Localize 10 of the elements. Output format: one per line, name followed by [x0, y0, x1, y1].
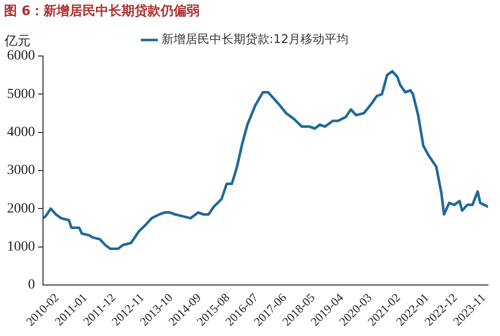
y-tick-label: 1000	[7, 240, 35, 255]
y-tick-label: 4000	[7, 125, 35, 140]
legend-label: 新增居民中长期贷款:12月移动平均	[161, 32, 349, 46]
chart-title: 图 6：新增居民中长期贷款仍偏弱	[3, 2, 201, 21]
y-tick-label: 5000	[7, 86, 35, 102]
y-tick-label: 3000	[7, 163, 35, 178]
y-tick-label: 2000	[7, 201, 35, 216]
y-axis-title: 亿元	[4, 34, 30, 49]
y-tick-label: 0	[28, 278, 35, 293]
y-tick-label: 6000	[7, 48, 35, 64]
